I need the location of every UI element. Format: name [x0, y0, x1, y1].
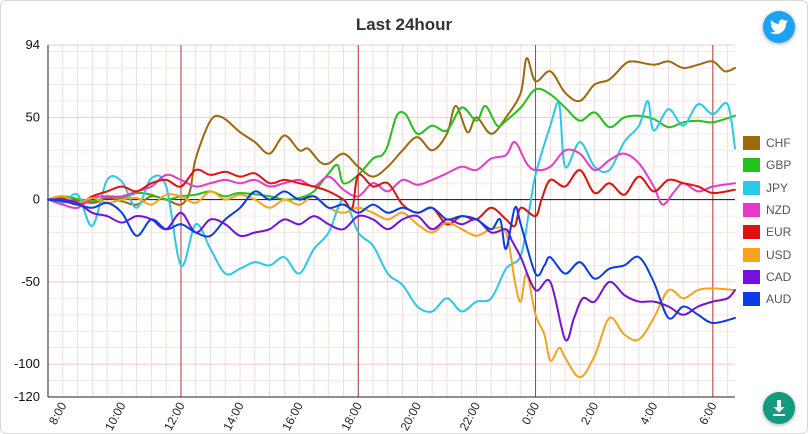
- x-tick-label: 8:00: [46, 400, 69, 427]
- series-line-nzd: [47, 140, 736, 210]
- legend-label: CAD: [766, 269, 792, 284]
- y-tick-label: -50: [21, 274, 40, 289]
- legend-label: USD: [766, 247, 792, 262]
- y-tick-label: -120: [14, 389, 40, 404]
- y-tick-label: 0: [33, 192, 40, 207]
- x-tick-label: 6:00: [696, 400, 719, 427]
- x-tick-label: 16:00: [279, 400, 306, 433]
- x-tick-label: 20:00: [398, 400, 425, 433]
- x-tick-label: 12:00: [161, 400, 188, 433]
- legend-item-gbp[interactable]: GBP: [743, 154, 791, 176]
- legend-label: JPY: [766, 180, 789, 195]
- series-line-chf: [47, 57, 736, 206]
- legend-label: GBP: [766, 158, 792, 173]
- legend-label: CHF: [766, 136, 791, 151]
- x-tick-label: 0:00: [519, 400, 542, 427]
- legend: CHF GBP JPY NZD EUR USD CAD AUD: [743, 132, 791, 310]
- chart-title: Last 24hour: [355, 15, 453, 34]
- legend-label: EUR: [766, 225, 792, 240]
- twitter-icon: [770, 19, 788, 35]
- x-tick-label: 18:00: [338, 400, 365, 433]
- legend-item-usd[interactable]: USD: [743, 243, 791, 265]
- legend-item-nzd[interactable]: NZD: [743, 199, 791, 221]
- x-tick-label: 22:00: [457, 400, 484, 433]
- download-button[interactable]: [763, 392, 795, 424]
- legend-swatch: [743, 269, 760, 284]
- y-tick-label: 94: [26, 37, 40, 52]
- legend-swatch: [743, 247, 760, 262]
- legend-label: NZD: [766, 203, 791, 218]
- x-tick-label: 2:00: [578, 400, 601, 427]
- series-line-aud: [47, 190, 736, 325]
- legend-swatch: [743, 225, 760, 240]
- legend-item-aud[interactable]: AUD: [743, 288, 791, 310]
- twitter-share-button[interactable]: [763, 11, 795, 43]
- x-tick-label: 14:00: [220, 400, 247, 433]
- legend-swatch: [743, 292, 760, 307]
- x-tick-label: 4:00: [637, 400, 660, 427]
- legend-item-jpy[interactable]: JPY: [743, 177, 791, 199]
- series-line-jpy: [47, 99, 736, 313]
- y-tick-label: -100: [14, 356, 40, 371]
- series-line-usd: [47, 190, 736, 379]
- download-icon: [773, 400, 785, 416]
- series-line-eur: [47, 168, 736, 228]
- legend-swatch: [743, 136, 760, 151]
- legend-item-chf[interactable]: CHF: [743, 132, 791, 154]
- y-tick-label: 50: [26, 109, 40, 124]
- legend-item-eur[interactable]: EUR: [743, 221, 791, 243]
- x-tick-label: 10:00: [102, 400, 129, 433]
- legend-label: AUD: [766, 292, 792, 307]
- legend-swatch: [743, 158, 760, 173]
- legend-item-cad[interactable]: CAD: [743, 266, 791, 288]
- legend-swatch: [743, 180, 760, 195]
- legend-swatch: [743, 203, 760, 218]
